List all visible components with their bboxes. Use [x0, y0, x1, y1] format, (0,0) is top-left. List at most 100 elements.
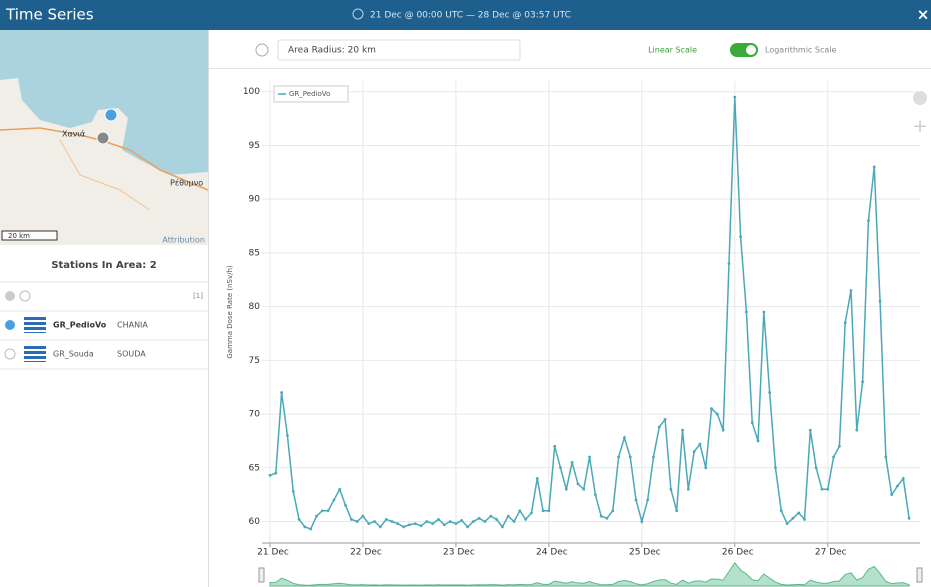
station-row[interactable]: GR_Souda SOUDA — [4, 346, 146, 362]
data-point — [605, 516, 609, 520]
data-point — [756, 439, 760, 443]
data-point — [623, 436, 626, 440]
flag-stripe — [24, 349, 46, 351]
data-point — [361, 514, 365, 518]
data-point — [483, 520, 487, 523]
data-point — [669, 487, 673, 491]
map[interactable]: Χανιά Ρέθυμνο 20 km Attribution — [0, 30, 209, 245]
data-point — [634, 498, 638, 502]
data-point — [896, 484, 899, 488]
data-point — [309, 527, 313, 531]
data-point — [727, 262, 731, 266]
data-point — [344, 503, 347, 507]
flag-stripe — [24, 330, 46, 332]
data-point — [901, 477, 905, 480]
data-point — [442, 523, 446, 527]
data-point — [384, 517, 388, 521]
navigator-area — [269, 561, 910, 587]
radius-label: Area Radius: 20 km — [288, 46, 376, 56]
data-point — [390, 520, 394, 523]
data-point — [297, 517, 301, 521]
radius-field[interactable] — [277, 39, 521, 61]
select-none[interactable] — [19, 290, 31, 302]
land — [0, 78, 208, 245]
station-row[interactable]: GR_PedioVo CHANIA — [5, 317, 148, 333]
data-point — [774, 466, 777, 470]
data-point — [814, 466, 818, 470]
data-point — [849, 289, 853, 292]
time-range[interactable]: 21 Dec @ 00:00 UTC — 28 Dec @ 03:57 UTC — [370, 11, 571, 21]
data-point — [710, 407, 713, 411]
navigator-handle — [916, 567, 923, 583]
data-point — [745, 310, 748, 314]
station-marker[interactable] — [96, 131, 110, 145]
data-point — [820, 487, 824, 491]
data-point — [535, 477, 539, 480]
data-point — [826, 487, 830, 491]
plot: 60 65 70 75 80 85 90 95 100 21 Dec 22 Dec 23 Dec 24 … — [243, 81, 923, 587]
data-point — [378, 525, 382, 529]
data-point — [303, 525, 307, 529]
data-point — [431, 522, 435, 526]
station-marker[interactable] — [104, 108, 118, 122]
data-point — [419, 524, 423, 528]
data-point — [750, 421, 754, 425]
data-point — [657, 425, 661, 429]
data-point — [791, 516, 795, 520]
data-point — [861, 380, 865, 384]
data-point — [541, 509, 545, 513]
data-point — [675, 509, 679, 513]
data-point — [454, 522, 458, 526]
data-point — [425, 520, 429, 523]
x-tick-label: 24 Dec — [536, 548, 568, 558]
data-point — [576, 482, 580, 486]
data-point — [704, 466, 708, 470]
data-point — [512, 520, 516, 523]
data-point — [640, 520, 644, 523]
data-point — [489, 514, 493, 518]
y-tick-label: 90 — [249, 195, 261, 205]
y-tick-label: 70 — [249, 410, 261, 420]
flag-stripe — [24, 325, 46, 327]
radio[interactable] — [4, 348, 16, 360]
data-point — [611, 509, 615, 513]
y-axis-label: Gamma Dose Rate (nSv/h) — [226, 265, 234, 359]
data-point — [280, 391, 284, 394]
close-button[interactable]: × — [917, 6, 930, 24]
y-tick-label: 80 — [249, 302, 261, 312]
data-point — [681, 428, 684, 432]
linear-scale-label[interactable]: Linear Scale — [648, 46, 697, 55]
data-point — [832, 455, 835, 459]
data-point — [867, 219, 870, 223]
data-point — [768, 391, 772, 394]
data-point — [349, 517, 353, 521]
select-all[interactable] — [5, 291, 15, 301]
data-point — [733, 95, 737, 99]
flag-stripe — [24, 320, 46, 322]
data-point — [628, 455, 632, 459]
data-point — [530, 511, 533, 515]
x-tick-label: 26 Dec — [722, 548, 754, 558]
data-point — [878, 299, 882, 303]
stations-title: Stations In Area: 2 — [51, 260, 156, 271]
add-button[interactable]: + — [912, 116, 927, 137]
header-bar — [0, 0, 931, 30]
data-point — [559, 466, 562, 470]
locate-button[interactable] — [255, 43, 269, 57]
attribution[interactable]: Attribution — [162, 236, 205, 245]
radio[interactable] — [5, 320, 15, 330]
flag-stripe — [24, 359, 46, 361]
x-tick-label: 23 Dec — [443, 548, 475, 558]
x-tick-label: 25 Dec — [629, 548, 661, 558]
info-button[interactable] — [913, 91, 927, 105]
data-point — [413, 522, 417, 526]
data-point — [779, 509, 783, 513]
data-point — [553, 444, 557, 448]
data-point — [326, 509, 330, 513]
x-tick-label: 21 Dec — [257, 548, 289, 558]
data-point — [274, 471, 278, 475]
log-scale-label[interactable]: Logarithmic Scale — [765, 46, 836, 55]
data-point — [837, 444, 841, 448]
data-point — [524, 517, 528, 521]
data-point — [843, 321, 847, 325]
